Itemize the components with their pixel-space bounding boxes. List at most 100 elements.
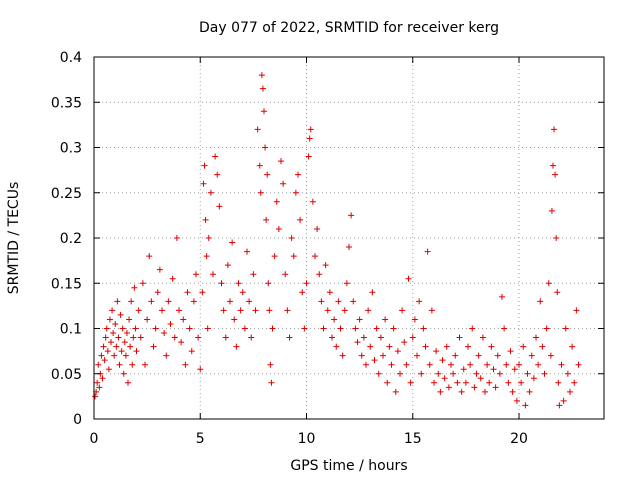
data-point [373, 325, 380, 332]
data-point [399, 307, 406, 314]
chart-title: Day 077 of 2022, SRMTID for receiver ker… [199, 20, 499, 36]
data-point [520, 343, 527, 350]
data-point [119, 325, 126, 332]
data-point [390, 325, 397, 332]
data-point [473, 370, 480, 377]
data-point [173, 235, 180, 241]
data-point [426, 361, 433, 368]
data-point [137, 334, 144, 341]
data-point [369, 289, 376, 296]
data-point [278, 158, 284, 165]
data-point [129, 361, 136, 368]
data-point [377, 334, 384, 341]
data-point [505, 379, 512, 386]
data-point [556, 402, 563, 409]
data-point [333, 343, 340, 350]
data-point [303, 280, 310, 287]
data-point [558, 361, 565, 368]
data-point [316, 271, 323, 278]
x-tick-label: 10 [298, 431, 316, 447]
data-point [318, 298, 325, 305]
x-tick-label: 5 [196, 431, 205, 447]
data-point [203, 253, 210, 260]
data-points [92, 72, 582, 409]
data-point [262, 144, 269, 151]
data-point [496, 370, 503, 377]
data-point [437, 388, 444, 395]
data-point [348, 212, 355, 219]
data-point [562, 325, 569, 332]
data-point [263, 216, 270, 223]
data-point [371, 357, 378, 364]
data-point [227, 298, 233, 305]
data-point [161, 330, 168, 337]
data-point [394, 348, 401, 355]
data-point [326, 289, 333, 296]
data-point [292, 189, 299, 196]
data-point [401, 339, 408, 346]
data-point [456, 334, 463, 341]
data-point [212, 153, 219, 160]
data-point [139, 280, 146, 287]
data-point [176, 307, 182, 314]
data-point [297, 216, 304, 223]
data-point [543, 325, 550, 332]
data-point [469, 325, 476, 332]
data-point [335, 298, 342, 305]
data-point [150, 343, 157, 350]
data-point [220, 307, 227, 314]
data-point [105, 366, 112, 373]
data-point [265, 280, 272, 287]
y-axis-label: SRMTID / TECUs [6, 182, 22, 295]
data-point [382, 316, 389, 323]
data-point [111, 352, 118, 359]
data-point [271, 253, 278, 260]
data-point [339, 352, 346, 359]
data-point [222, 334, 229, 341]
data-point [494, 352, 501, 359]
data-point [214, 171, 221, 178]
data-point [199, 289, 206, 296]
data-point [204, 325, 211, 332]
data-point [564, 370, 571, 377]
data-point [112, 320, 119, 327]
data-point [452, 352, 459, 359]
data-point [435, 370, 442, 377]
data-point [384, 379, 391, 386]
data-point [513, 397, 520, 404]
data-point [131, 284, 138, 291]
data-point [284, 307, 291, 314]
data-point [261, 108, 267, 115]
data-point [113, 343, 120, 350]
data-point [190, 298, 197, 305]
data-point [380, 352, 386, 359]
data-point [306, 135, 313, 142]
data-point [98, 352, 105, 359]
data-point [167, 320, 174, 327]
data-point [307, 126, 314, 133]
data-point [246, 298, 253, 305]
data-point [555, 379, 562, 386]
data-point [216, 203, 223, 210]
data-point [103, 325, 110, 332]
data-point [386, 343, 393, 350]
data-point [273, 198, 280, 205]
data-point [286, 334, 293, 341]
data-point [465, 343, 471, 350]
data-point [314, 225, 321, 232]
data-point [207, 189, 214, 196]
data-point [106, 316, 113, 323]
data-point [148, 298, 155, 305]
data-point [229, 239, 236, 246]
data-point [117, 311, 124, 318]
data-point [250, 271, 257, 278]
data-point [360, 334, 367, 341]
data-point [201, 162, 208, 169]
data-point [210, 271, 216, 278]
data-point [448, 361, 454, 368]
data-point [188, 348, 195, 355]
data-point [182, 361, 189, 368]
data-point [163, 352, 170, 359]
data-point [102, 334, 109, 341]
data-point [128, 298, 135, 305]
